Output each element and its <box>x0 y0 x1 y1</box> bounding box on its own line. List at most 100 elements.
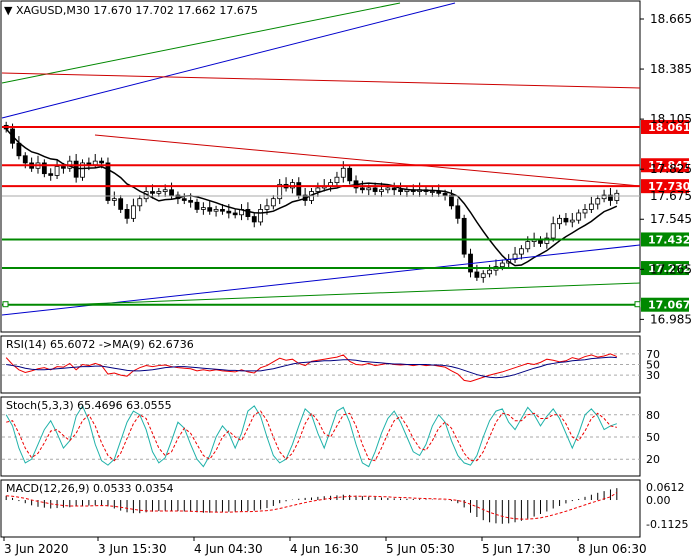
candle-body <box>111 198 117 201</box>
level-label: 17.432 <box>648 233 690 246</box>
candle-body <box>334 176 340 183</box>
indicator-layer <box>2 353 640 524</box>
candle-body <box>264 205 270 210</box>
price-pane[interactable] <box>0 0 641 333</box>
candle-body <box>277 183 283 200</box>
moving-average-line <box>5 128 618 267</box>
candle-body <box>54 166 60 176</box>
candle-body <box>557 217 562 225</box>
candle-body <box>226 210 232 214</box>
candle-body <box>442 192 448 196</box>
y-tick-label: 16.985 <box>650 312 692 326</box>
stoch-title: Stoch(5,3,3) 65.4696 63.0555 <box>6 399 172 412</box>
candle-body <box>340 167 346 178</box>
candle-body <box>213 209 219 212</box>
level-anchor-handle <box>2 301 9 308</box>
current-price-label: 17.675 <box>650 189 692 203</box>
stoch-tick-label: 80 <box>646 409 660 422</box>
candle-body <box>519 248 524 255</box>
candle-body <box>436 191 442 194</box>
candle-body <box>601 194 607 200</box>
macd-title: MACD(12,26,9) 0.0533 0.0354 <box>6 482 174 495</box>
candle-body <box>525 241 531 250</box>
level-lines-layer: 18.061 17.847 17.730 17.432 17.272 17.067 <box>1 2 691 316</box>
x-tick-label: 5 Jun 05:30 <box>386 542 455 556</box>
candle-body <box>366 187 372 191</box>
x-tick-label: 3 Jun 2020 <box>4 542 69 556</box>
level-label-box <box>641 179 689 194</box>
candle-body <box>487 269 493 275</box>
macd-tick-label: -0.1125 <box>646 518 688 531</box>
candle-body <box>398 189 403 192</box>
candle-body <box>576 212 582 221</box>
level-label: 17.847 <box>648 159 690 172</box>
candle-body <box>296 182 302 196</box>
level-label-box <box>641 158 689 173</box>
candle-body <box>80 162 85 178</box>
candle-body <box>92 160 98 166</box>
candle-body <box>595 198 601 205</box>
stoch-series-line <box>5 404 617 468</box>
collapse-triangle-icon[interactable]: ▼ <box>4 4 13 17</box>
candle-body <box>391 187 397 191</box>
level-label: 17.067 <box>648 299 690 312</box>
rsi-tick-label: 50 <box>646 359 660 372</box>
trend-line <box>94 134 641 187</box>
candle-body <box>315 187 321 192</box>
y-tick-label: 18.665 <box>650 12 692 26</box>
candle-body <box>588 203 594 210</box>
candle-body <box>200 207 206 210</box>
candle-body <box>99 160 104 164</box>
candle-body <box>48 173 54 176</box>
candle-body <box>181 198 187 201</box>
candle-body <box>569 219 575 223</box>
candle-body <box>150 191 155 194</box>
y-tick-label: 17.825 <box>650 162 692 176</box>
candle-body <box>544 237 550 244</box>
x-tick-label: 5 Jun 17:30 <box>482 542 551 556</box>
candle-body <box>245 209 251 217</box>
x-tick-label: 4 Jun 04:30 <box>194 542 263 556</box>
stoch-tick-label: 50 <box>646 431 660 444</box>
macd-pane[interactable] <box>0 479 641 538</box>
candle-body <box>563 217 569 223</box>
candle-body <box>16 142 22 157</box>
macd-signal-line <box>6 492 618 520</box>
candle-body <box>162 189 168 192</box>
trend-line <box>59 282 641 306</box>
level-label-box <box>641 297 689 312</box>
candle-body <box>137 198 143 207</box>
trend-line <box>1 2 456 119</box>
candle-body <box>480 273 486 278</box>
candle-body <box>130 205 136 219</box>
price-series-layer <box>2 121 640 283</box>
price-header: XAGUSD,M30 17.670 17.702 17.662 17.675 <box>16 4 258 17</box>
level-label-box <box>641 232 689 247</box>
macd-tick-label: 0.00 <box>646 494 671 507</box>
trend-line <box>1 2 401 84</box>
x-tick-label: 3 Jun 15:30 <box>98 542 167 556</box>
candle-body <box>550 223 556 239</box>
candle-body <box>608 194 613 201</box>
candle-body <box>614 192 620 201</box>
macd-tick-label: 0.0612 <box>646 481 685 494</box>
candle-body <box>105 162 111 201</box>
rsi-tick-label: 70 <box>646 348 660 361</box>
candle-body <box>169 189 174 196</box>
candle-body <box>499 262 505 268</box>
axis-layer: 18.665 18.385 18.105 17.825 17.545 17.265 16.9… <box>3 12 692 556</box>
y-tick-label: 18.105 <box>650 112 692 126</box>
candle-body <box>429 191 435 193</box>
candle-body <box>372 187 378 192</box>
candle-body <box>188 200 194 203</box>
level-label: 18.061 <box>648 121 690 134</box>
candle-body <box>359 187 365 191</box>
candle-body <box>347 167 353 182</box>
level-label-box <box>641 261 689 276</box>
candle-body <box>22 155 28 164</box>
candle-body <box>124 209 130 219</box>
rsi-series-line <box>5 353 618 382</box>
stoch-series-line <box>6 410 617 462</box>
candle-body <box>449 194 454 207</box>
